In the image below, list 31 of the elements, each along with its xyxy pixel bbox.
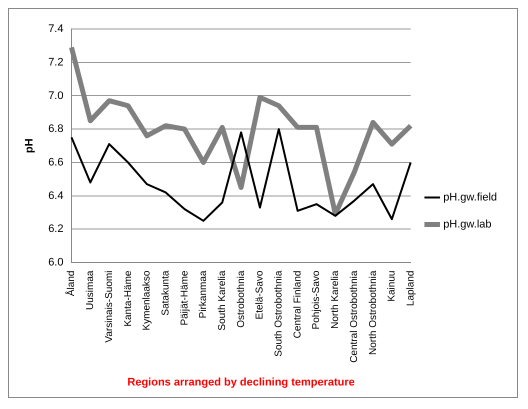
x-tick-label: South Karelia [216, 270, 228, 331]
y-tick-label: 7.4 [48, 23, 64, 36]
y-tick-label: 7.2 [48, 56, 64, 68]
y-tick-label: 6.4 [48, 190, 64, 202]
x-tick-label: Ostrobothnia [236, 270, 247, 328]
x-tick-label: Kymenlaakso [142, 270, 153, 331]
x-tick-label: North Karelia [330, 270, 342, 329]
y-tick-label: 6.8 [48, 123, 64, 136]
legend-label: pH.gw.field [443, 192, 498, 204]
y-tick-label: 6.2 [48, 223, 64, 236]
x-tick-label: Pirkanmaa [198, 270, 210, 318]
x-axis-title: Regions arranged by declining temperature [127, 376, 355, 388]
x-tick-label: Lapland [405, 270, 416, 306]
y-axis-title: pH [24, 138, 36, 154]
x-tick-label: Varsinais-Suomi [104, 270, 115, 343]
x-tick-label: Åland [65, 270, 78, 296]
y-tick-label: 6.0 [48, 256, 64, 269]
x-tick-label: Central Ostrobothnia [348, 270, 360, 363]
x-tick-label: South Ostrobothnia [274, 270, 285, 357]
x-tick-label: Päijät-Häme [179, 270, 190, 326]
x-tick-label: Satakunta [160, 270, 172, 316]
y-tick-label: 7.0 [48, 90, 64, 102]
x-tick-label: Kainuu [386, 270, 398, 302]
x-tick-label: North Ostrobothnia [368, 270, 379, 356]
y-tick-label: 6.6 [48, 156, 64, 168]
x-tick-label: Central Finland [292, 270, 304, 338]
x-tick-label: Uusimaa [85, 270, 96, 310]
legend-label: pH.gw.lab [443, 218, 492, 231]
x-tick-label: Etelä-Savo [254, 270, 266, 320]
x-tick-label: Kanta-Häme [122, 270, 134, 327]
x-tick-label: Pohjois-Savo [311, 270, 322, 330]
